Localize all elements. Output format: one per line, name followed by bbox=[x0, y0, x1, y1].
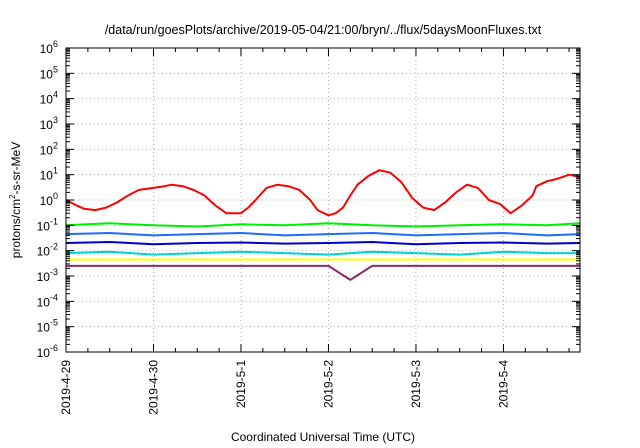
y-tick-label: 10-3 bbox=[37, 267, 58, 284]
y-tick-label: 103 bbox=[40, 115, 58, 132]
y-tick-base: 10 bbox=[37, 245, 51, 259]
y-tick-label: 10-6 bbox=[37, 343, 58, 360]
tick-layer bbox=[65, 47, 580, 353]
series-line bbox=[65, 169, 581, 217]
y-tick-exponent: 0 bbox=[53, 191, 58, 201]
y-tick-exponent: 6 bbox=[53, 39, 58, 49]
y-tick-exponent: 4 bbox=[53, 90, 58, 100]
y-tick-exponent: -1 bbox=[50, 216, 58, 226]
x-tick-label: 2019-5-4 bbox=[496, 360, 510, 408]
y-tick-labels: 10610510410310210110010-110-210-310-410-… bbox=[37, 39, 58, 360]
series-line bbox=[65, 232, 581, 237]
y-tick-exponent: 2 bbox=[53, 140, 58, 150]
grid-layer bbox=[66, 48, 580, 352]
series-line bbox=[66, 264, 580, 281]
y-tick-base: 10 bbox=[37, 219, 51, 233]
y-tick-exponent: 3 bbox=[53, 115, 58, 125]
y-tick-base: 10 bbox=[40, 93, 54, 107]
y-tick-base: 10 bbox=[40, 143, 54, 157]
x-tick-label: 2019-5-2 bbox=[321, 360, 335, 408]
y-axis-label-suffix: -s-sr-MeV bbox=[9, 142, 23, 195]
y-tick-label: 10-4 bbox=[37, 292, 58, 309]
y-tick-base: 10 bbox=[40, 67, 54, 81]
y-tick-base: 10 bbox=[40, 118, 54, 132]
x-tick-label: 2019-5-1 bbox=[234, 360, 248, 408]
y-tick-base: 10 bbox=[40, 42, 54, 56]
x-tick-label: 2019-4-30 bbox=[146, 360, 160, 415]
series-layer bbox=[65, 169, 581, 281]
y-tick-label: 105 bbox=[40, 64, 58, 81]
y-axis-label-prefix: protons/cm bbox=[9, 199, 23, 258]
series-line bbox=[65, 222, 581, 228]
y-tick-label: 106 bbox=[40, 39, 58, 56]
y-tick-base: 10 bbox=[37, 321, 51, 335]
x-tick-label: 2019-4-29 bbox=[59, 360, 73, 415]
y-tick-label: 100 bbox=[40, 191, 58, 208]
x-tick-label: 2019-5-3 bbox=[409, 360, 423, 408]
x-axis-label: Coordinated Universal Time (UTC) bbox=[231, 430, 415, 444]
y-tick-base: 10 bbox=[37, 295, 51, 309]
y-tick-label: 102 bbox=[40, 140, 58, 157]
y-tick-label: 10-2 bbox=[37, 242, 58, 259]
series-line bbox=[65, 250, 580, 256]
series-line bbox=[65, 241, 581, 246]
y-tick-label: 10-1 bbox=[37, 216, 58, 233]
y-tick-label: 10-5 bbox=[37, 318, 58, 335]
y-tick-exponent: -3 bbox=[50, 267, 58, 277]
y-tick-exponent: -6 bbox=[50, 343, 58, 353]
chart-title: /data/run/goesPlots/archive/2019-05-04/2… bbox=[105, 23, 542, 37]
y-tick-exponent: 1 bbox=[53, 166, 58, 176]
y-axis-label-sup: 2 bbox=[8, 194, 17, 199]
y-axis-label: protons/cm2-s-sr-MeV bbox=[8, 142, 23, 258]
x-tick-labels: 2019-4-29 2019-4-30 2019-5-1 2019-5-2 2019-5… bbox=[59, 360, 510, 415]
y-tick-exponent: -2 bbox=[50, 242, 58, 252]
y-tick-base: 10 bbox=[40, 169, 54, 183]
y-tick-label: 101 bbox=[40, 166, 58, 183]
y-tick-base: 10 bbox=[40, 194, 54, 208]
y-tick-label: 104 bbox=[40, 90, 58, 107]
y-tick-base: 10 bbox=[37, 346, 51, 360]
y-tick-exponent: -4 bbox=[50, 292, 58, 302]
y-tick-base: 10 bbox=[37, 270, 51, 284]
y-tick-exponent: -5 bbox=[50, 318, 58, 328]
y-tick-exponent: 5 bbox=[53, 64, 58, 74]
